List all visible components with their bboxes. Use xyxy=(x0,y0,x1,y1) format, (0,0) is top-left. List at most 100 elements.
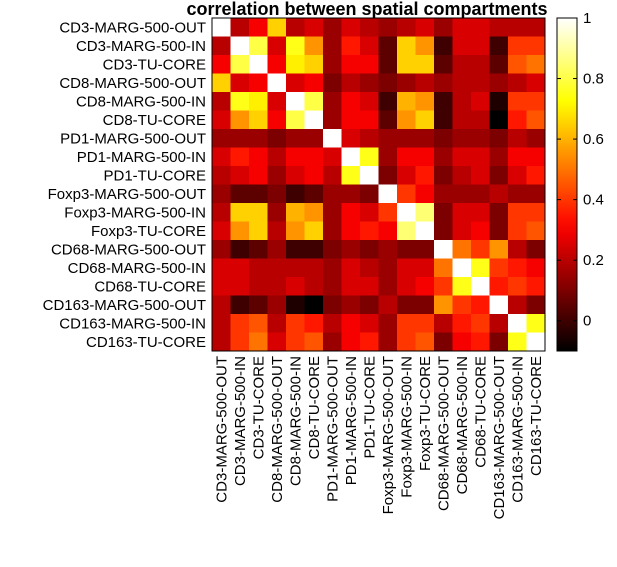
x-tick-label: CD163-MARG-500-OUT xyxy=(491,356,508,519)
heatmap-cell xyxy=(323,314,342,333)
heatmap-cell xyxy=(323,166,342,185)
y-tick-label: CD163-TU-CORE xyxy=(86,334,206,351)
heatmap-cell xyxy=(508,258,527,278)
heatmap-cell xyxy=(341,36,361,56)
heatmap-cell xyxy=(415,295,435,315)
heatmap-cell xyxy=(452,258,472,278)
heatmap-cell xyxy=(249,92,268,111)
heatmap-cell xyxy=(489,55,509,74)
heatmap-cell xyxy=(304,92,324,111)
y-tick-label: CD163-MARG-500-IN xyxy=(59,315,206,332)
heatmap-cell xyxy=(360,295,379,315)
heatmap-cell xyxy=(286,36,305,56)
y-tick-label: CD8-MARG-500-OUT xyxy=(59,75,206,92)
colorbar-tick-label: 0.2 xyxy=(583,252,604,269)
heatmap-cell xyxy=(267,184,287,204)
heatmap-cell xyxy=(434,295,453,315)
heatmap-cell xyxy=(508,221,527,241)
heatmap-cell xyxy=(286,240,305,259)
heatmap-cell xyxy=(304,147,324,167)
heatmap-cell xyxy=(489,258,509,278)
heatmap-cell xyxy=(323,203,342,222)
heatmap-cell xyxy=(526,18,546,37)
heatmap-cell xyxy=(230,240,250,259)
heatmap-cell xyxy=(249,314,268,333)
heatmap-cell xyxy=(267,332,287,352)
heatmap-cell xyxy=(304,73,324,93)
heatmap-cell xyxy=(212,221,231,241)
heatmap-cell xyxy=(267,221,287,241)
heatmap-cell xyxy=(471,110,490,130)
heatmap-cell xyxy=(526,110,546,130)
heatmap-cell xyxy=(212,166,231,185)
heatmap-cell xyxy=(249,203,268,222)
heatmap-cell xyxy=(397,73,416,93)
heatmap-cell xyxy=(212,36,231,56)
heatmap-cell xyxy=(397,92,416,111)
heatmap-cell xyxy=(452,36,472,56)
heatmap-cell xyxy=(434,147,453,167)
heatmap-cell xyxy=(452,277,472,296)
heatmap-cell xyxy=(341,147,361,167)
heatmap-cell xyxy=(323,277,342,296)
heatmap-cell xyxy=(212,332,231,352)
heatmap-cell xyxy=(341,277,361,296)
heatmap-cell xyxy=(341,221,361,241)
heatmap-cell xyxy=(267,258,287,278)
heatmap-cell xyxy=(508,92,527,111)
heatmap-cell xyxy=(267,36,287,56)
heatmap-cell xyxy=(452,295,472,315)
heatmap-cell xyxy=(471,277,490,296)
heatmap-cell xyxy=(434,73,453,93)
heatmap-cell xyxy=(452,110,472,130)
heatmap-cell xyxy=(341,184,361,204)
heatmap-cell xyxy=(212,184,231,204)
heatmap-cell xyxy=(378,258,398,278)
colorbar: 0 0.2 0.4 0.6 0.8 1 xyxy=(556,10,604,352)
heatmap-cell xyxy=(452,203,472,222)
heatmap-cell xyxy=(415,36,435,56)
x-tick-label: CD163-MARG-500-IN xyxy=(509,356,526,503)
heatmap-cell xyxy=(434,166,453,185)
heatmap-cell xyxy=(526,295,546,315)
heatmap-cell xyxy=(508,18,527,37)
heatmap-cell xyxy=(378,221,398,241)
heatmap-cell xyxy=(267,18,287,37)
y-tick-label: Foxp3-TU-CORE xyxy=(91,223,206,240)
heatmap-cell xyxy=(397,314,416,333)
heatmap-cells xyxy=(212,18,546,352)
x-tick-label: CD3-TU-CORE xyxy=(250,356,267,459)
heatmap-cell xyxy=(323,55,342,74)
heatmap-cell xyxy=(378,110,398,130)
heatmap-cell xyxy=(286,166,305,185)
heatmap-cell xyxy=(397,147,416,167)
heatmap-cell xyxy=(286,332,305,352)
heatmap-cell xyxy=(341,295,361,315)
heatmap-cell xyxy=(434,221,453,241)
heatmap-cell xyxy=(249,258,268,278)
colorbar-tick-label: 0.4 xyxy=(583,192,604,209)
heatmap-cell xyxy=(323,92,342,111)
heatmap-cell xyxy=(267,240,287,259)
heatmap-cell xyxy=(526,332,546,352)
heatmap-cell xyxy=(230,55,250,74)
heatmap-cell xyxy=(267,166,287,185)
heatmap-cell xyxy=(230,147,250,167)
y-tick-label: CD163-MARG-500-OUT xyxy=(43,297,206,314)
x-tick-label: PD1-MARG-500-IN xyxy=(343,356,360,485)
heatmap-cell xyxy=(249,110,268,130)
heatmap-cell xyxy=(489,129,509,148)
heatmap-cell xyxy=(415,277,435,296)
heatmap-cell xyxy=(304,314,324,333)
heatmap-cell xyxy=(360,129,379,148)
heatmap-cell xyxy=(304,240,324,259)
heatmap-cell xyxy=(415,129,435,148)
heatmap-cell xyxy=(286,129,305,148)
heatmap-cell xyxy=(286,18,305,37)
heatmap-cell xyxy=(378,314,398,333)
heatmap-cell xyxy=(249,18,268,37)
heatmap-cell xyxy=(434,332,453,352)
heatmap-cell xyxy=(415,18,435,37)
heatmap-cell xyxy=(286,203,305,222)
heatmap-cell xyxy=(397,295,416,315)
